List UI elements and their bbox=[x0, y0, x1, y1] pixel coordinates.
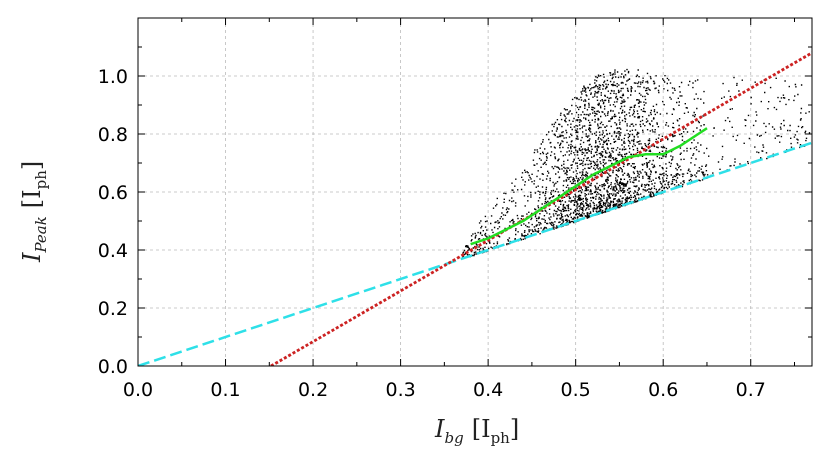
x-tick-label: 0.5 bbox=[561, 379, 591, 401]
x-axis-title: Ibg [Iph] bbox=[434, 415, 519, 447]
y-tick-label: 0.4 bbox=[98, 240, 128, 262]
x-tick-label: 0.1 bbox=[210, 379, 240, 401]
x-tick-label: 0.6 bbox=[648, 379, 678, 401]
y-tick-label: 1.0 bbox=[98, 66, 128, 88]
x-tick-label: 0.2 bbox=[298, 379, 328, 401]
scatter-cloud bbox=[462, 68, 811, 259]
x-tick-label: 0.7 bbox=[736, 379, 766, 401]
y-tick-label: 0.8 bbox=[98, 124, 128, 146]
x-tick-label: 0.0 bbox=[123, 379, 153, 401]
y-tick-label: 0.0 bbox=[98, 356, 128, 378]
y-tick-labels: 0.0 0.2 0.4 0.6 0.8 1.0 bbox=[98, 66, 128, 378]
series-lines bbox=[138, 51, 812, 366]
y-tick-label: 0.6 bbox=[98, 182, 128, 204]
x-tick-label: 0.3 bbox=[385, 379, 415, 401]
axis-ticks bbox=[137, 17, 812, 367]
x-tick-label: 0.4 bbox=[473, 379, 503, 401]
x-tick-labels: 0.0 0.1 0.2 0.3 0.4 0.5 0.6 0.7 bbox=[123, 379, 766, 401]
series-line-solid bbox=[470, 127, 708, 246]
scatter-points bbox=[462, 68, 811, 259]
y-axis-title: IPeak[Iph] bbox=[18, 161, 50, 263]
y-tick-label: 0.2 bbox=[98, 298, 128, 320]
grid bbox=[137, 18, 812, 367]
